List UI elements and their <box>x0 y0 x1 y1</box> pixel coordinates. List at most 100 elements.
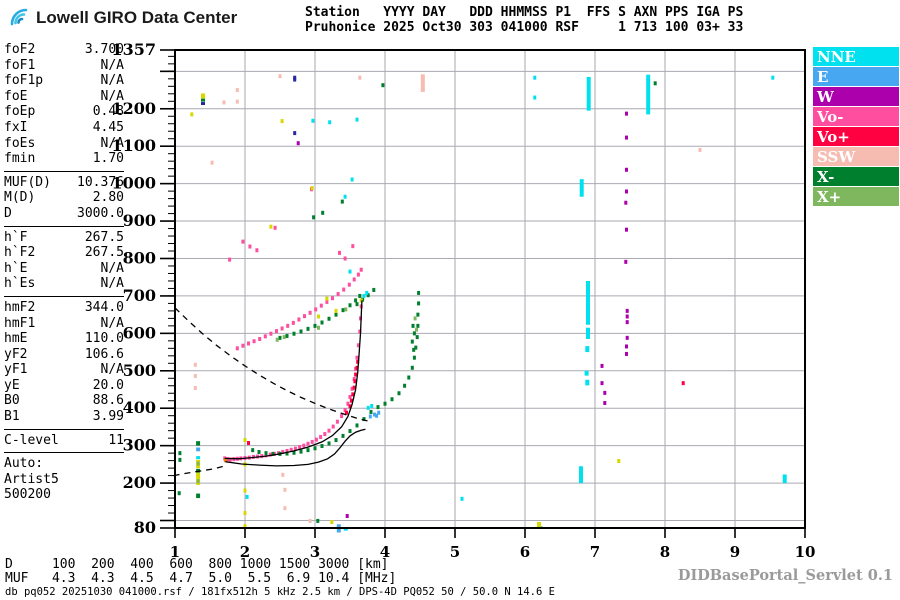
param-label: h`E <box>4 260 28 276</box>
transmission-curve <box>174 307 368 422</box>
echo-point-vo- <box>348 394 352 399</box>
echo-strip-nne <box>584 370 589 376</box>
legend-item-vo: Vo- <box>813 107 899 126</box>
param-value: 10.376 <box>77 174 124 190</box>
servlet-version-label: DIDBasePortal_Servlet 0.1 <box>677 567 893 584</box>
echo-point-vo- <box>323 432 327 437</box>
param-label: h`F2 <box>4 245 36 261</box>
echo-point-vo- <box>297 317 301 322</box>
param-row-hes: h`Es N/A <box>4 276 124 292</box>
station-header: Station YYYY DAY DDD HHMMSS P1 FFS S AXN… <box>305 5 743 35</box>
param-label: h`F <box>4 229 28 245</box>
param-separator <box>4 170 124 172</box>
param-value: 3.99 <box>92 409 124 425</box>
echo-point-yellow <box>317 314 320 319</box>
echo-point-x- <box>292 450 296 455</box>
param-row-he: h`E N/A <box>4 261 124 277</box>
echo-strip-navy <box>201 102 205 106</box>
echo-point-x+ <box>196 479 200 484</box>
echo-point-x- <box>178 451 182 456</box>
echo-point-x- <box>271 451 275 456</box>
echo-point-x- <box>251 448 255 453</box>
echo-point-yellow <box>243 488 247 493</box>
echo-strip-nne <box>585 346 590 353</box>
echo-point-e <box>377 410 381 415</box>
echo-strip-x- <box>196 493 201 499</box>
station-header-line2: Pruhonice 2025 Oct30 303 041000 RSF 1 71… <box>305 20 744 35</box>
echo-point-vo+ <box>345 410 348 415</box>
echo-point-x- <box>369 409 373 414</box>
echo-point-yellow <box>334 308 338 313</box>
echo-point-vo- <box>258 336 262 341</box>
param-value: 88.6 <box>92 393 124 409</box>
echo-strip-nne <box>579 466 583 484</box>
echo-point-vo- <box>247 341 250 346</box>
station-header-line1: Station YYYY DAY DDD HHMMSS P1 FFS S AXN… <box>305 5 744 20</box>
autoscaling-info-line: Auto: <box>4 456 44 472</box>
param-value: 3000.0 <box>77 205 124 221</box>
echo-point-vo- <box>314 307 318 312</box>
echo-point-vo+ <box>349 398 353 403</box>
echo-point-w <box>625 189 628 194</box>
echo-point-x- <box>306 326 310 331</box>
param-value: N/A <box>100 88 124 104</box>
echo-point-x- <box>383 401 387 406</box>
echo-point-x- <box>414 345 418 350</box>
echo-point-vo- <box>325 299 329 304</box>
y-tick-label: 1100 <box>111 136 156 155</box>
param-row-yf1: yF1 N/A <box>4 362 124 378</box>
param-row-mufd: MUF(D) 10.376 <box>4 175 124 191</box>
echo-point-w <box>345 514 349 519</box>
echo-point-x+ <box>282 335 286 340</box>
echo-point-yellow <box>330 520 334 525</box>
echo-point-w <box>625 111 628 116</box>
echo-point-vo- <box>352 377 356 382</box>
echo-point-x- <box>334 438 338 443</box>
echo-point-w <box>625 314 629 319</box>
echo-point-vo- <box>327 428 331 433</box>
echo-strip-yellow <box>196 472 201 485</box>
param-row-clevel: C-level 11 <box>4 433 124 449</box>
echo-point-vo- <box>302 443 306 448</box>
autoscaling-info-line: 500200 <box>4 487 51 503</box>
echo-point-x- <box>415 335 419 340</box>
echo-point-x+ <box>413 316 417 321</box>
echo-point-x- <box>416 323 420 328</box>
echo-strip-yellow <box>537 522 541 528</box>
param-row-d: D 3000.0 <box>4 206 124 222</box>
echo-strip-nne <box>196 456 201 460</box>
echo-point-e <box>368 414 372 419</box>
echo-strip-e <box>196 447 201 452</box>
echo-point-nne <box>771 75 775 80</box>
echo-point-vo- <box>340 414 344 419</box>
param-value: 3.700 <box>84 42 124 57</box>
echo-point-nne <box>348 269 352 274</box>
echo-point-x+ <box>344 307 348 312</box>
echo-point-x+ <box>196 461 200 466</box>
echo-point-x- <box>292 331 296 336</box>
echo-point-vo- <box>275 329 278 334</box>
param-separator <box>4 295 124 297</box>
echo-point-w <box>625 135 628 140</box>
echo-point-x- <box>341 308 345 313</box>
echo-point-x- <box>416 312 420 317</box>
echo-point-orange <box>223 458 227 463</box>
echo-point-x- <box>417 301 421 306</box>
echo-point-x- <box>313 446 317 451</box>
param-row-fof2: foF2 3.700 <box>4 42 124 58</box>
echo-strip-nne <box>646 74 651 115</box>
echo-point-vo- <box>356 343 360 348</box>
x-tick-label: 2 <box>240 543 250 561</box>
legend-item-e: E <box>813 67 899 86</box>
echo-point-nne <box>460 496 464 501</box>
dmuf-table: D 100 200 400 600 800 1000 1500 3000 [km… <box>5 557 397 586</box>
param-label: M(D) <box>4 190 36 206</box>
echo-point-nne <box>311 118 315 123</box>
echo-strip-nne <box>586 280 590 325</box>
x-tick-label: 10 <box>795 543 816 561</box>
echo-point-x- <box>313 323 317 328</box>
x-tick-label: 6 <box>520 543 530 561</box>
echo-point-x- <box>412 347 416 352</box>
echo-point-ssw <box>193 386 197 391</box>
echo-point-nne <box>245 494 249 499</box>
